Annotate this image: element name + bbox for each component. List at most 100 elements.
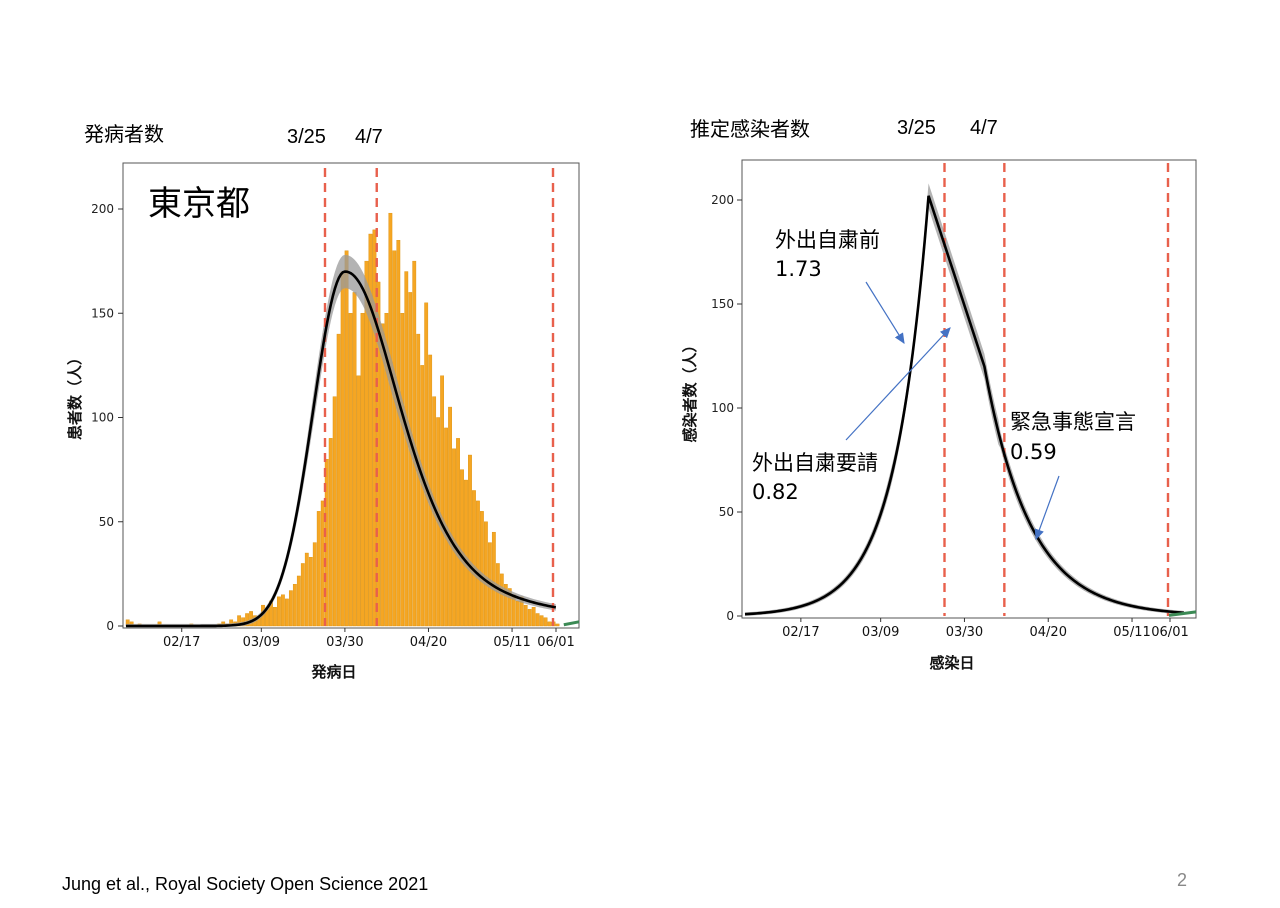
- onset-bar: [543, 617, 548, 627]
- onset-bar: [360, 313, 365, 627]
- right-mark-date-1: 3/25: [897, 117, 936, 139]
- annotation-label-before: 外出自粛前: [775, 228, 880, 252]
- x-tick-label: 02/17: [163, 635, 200, 650]
- annotation-label-request: 外出自粛要請: [752, 451, 878, 475]
- y-tick-label: 0: [106, 619, 114, 633]
- onset-bar: [300, 563, 305, 627]
- x-axis-label: 感染日: [929, 654, 974, 672]
- onset-bar: [356, 375, 361, 627]
- onset-bar: [336, 333, 341, 627]
- onset-bar: [292, 584, 297, 627]
- onset-bar: [400, 313, 405, 627]
- x-tick-label: 02/17: [782, 625, 819, 640]
- onset-bar: [304, 552, 309, 627]
- onset-bar: [348, 313, 353, 627]
- annotation-arrow-before: [865, 281, 905, 345]
- y-tick-label: 50: [719, 505, 734, 519]
- onset-bar: [468, 454, 472, 627]
- onset-bar: [384, 313, 389, 627]
- onset-bar: [245, 613, 249, 627]
- x-tick-label: 03/09: [243, 635, 280, 650]
- left-panel-title: 発病者数: [84, 122, 164, 146]
- annotation-value-before: 1.73: [775, 257, 822, 281]
- annotation-label-emergency: 緊急事態宣言: [1010, 410, 1136, 434]
- onset-bar: [324, 459, 329, 627]
- onset-bar: [332, 396, 337, 627]
- y-tick-label: 150: [91, 306, 114, 320]
- onset-bar: [424, 302, 429, 627]
- onset-bar: [396, 240, 401, 627]
- right-panel-title: 推定感染者数: [690, 117, 810, 141]
- x-tick-label: 06/01: [1151, 625, 1188, 640]
- onset-bar: [456, 438, 460, 627]
- x-tick-label: 05/11: [1113, 625, 1150, 640]
- onset-bar: [388, 212, 393, 627]
- onset-bar: [539, 615, 544, 627]
- onset-bar: [316, 511, 321, 627]
- plot-frame: [741, 159, 1197, 619]
- x-tick-label: 03/09: [862, 625, 899, 640]
- onset-bar: [547, 621, 552, 627]
- y-axis-label: 感染者数（人）: [681, 337, 699, 442]
- x-tick-label: 03/30: [326, 635, 363, 650]
- infection-curve: [744, 195, 1184, 616]
- y-tick-label: 100: [711, 401, 734, 415]
- onset-bar: [448, 406, 452, 627]
- onset-bar: [308, 556, 313, 627]
- onset-bar: [288, 590, 293, 627]
- projection-tail: [563, 620, 580, 627]
- onset-bar: [420, 365, 425, 627]
- onset-bar: [535, 613, 540, 627]
- right-mark-date-2: 4/7: [970, 117, 998, 139]
- onset-bar: [507, 588, 512, 627]
- y-tick-label: 200: [711, 193, 734, 207]
- y-tick-label: 200: [91, 202, 114, 216]
- onset-bar: [531, 607, 536, 627]
- projection-tail: [1168, 610, 1197, 617]
- onset-bar: [491, 531, 496, 627]
- y-tick-label: 100: [91, 411, 114, 425]
- onset-bar: [344, 250, 349, 627]
- onset-bar: [555, 623, 560, 627]
- annotation-arrow-emergency: [1034, 475, 1060, 541]
- onset-bar: [273, 607, 277, 627]
- onset-bar: [527, 609, 532, 627]
- onset-bar: [312, 542, 317, 627]
- onset-bar: [364, 260, 369, 627]
- confidence-band: [126, 254, 556, 626]
- onset-bar: [523, 604, 528, 627]
- onset-bar: [392, 250, 397, 627]
- x-tick-label: 06/01: [537, 635, 574, 650]
- y-tick-label: 50: [99, 515, 114, 529]
- x-axis-label: 発病日: [310, 663, 356, 681]
- onset-bar: [328, 438, 333, 627]
- onset-bar: [464, 479, 468, 627]
- onset-bar: [476, 500, 480, 627]
- onset-bar: [499, 573, 504, 627]
- y-axis-label: 患者数（人）: [66, 350, 84, 440]
- onset-bar: [380, 323, 385, 627]
- onset-bar: [281, 594, 285, 627]
- annotation-value-emergency: 0.59: [1010, 440, 1057, 464]
- onset-bar: [404, 271, 409, 627]
- onset-bar: [408, 292, 413, 627]
- y-tick-label: 150: [711, 297, 734, 311]
- onset-bar: [480, 511, 484, 627]
- onset-bar: [460, 469, 464, 627]
- annotation-value-request: 0.82: [752, 480, 799, 504]
- x-tick-label: 03/30: [946, 625, 983, 640]
- x-tick-label: 04/20: [1030, 625, 1067, 640]
- left-mark-date-1: 3/25: [287, 126, 326, 148]
- onset-bar: [277, 596, 281, 627]
- onset-bar: [472, 490, 476, 627]
- onset-bar: [368, 233, 373, 627]
- annotation-arrow-request: [845, 327, 951, 441]
- page-number: 2: [1177, 870, 1188, 890]
- x-tick-label: 05/11: [493, 635, 530, 650]
- region-label: 東京都: [148, 184, 250, 224]
- onset-bar: [484, 521, 488, 627]
- onset-bar: [495, 563, 500, 627]
- x-tick-label: 04/20: [410, 635, 447, 650]
